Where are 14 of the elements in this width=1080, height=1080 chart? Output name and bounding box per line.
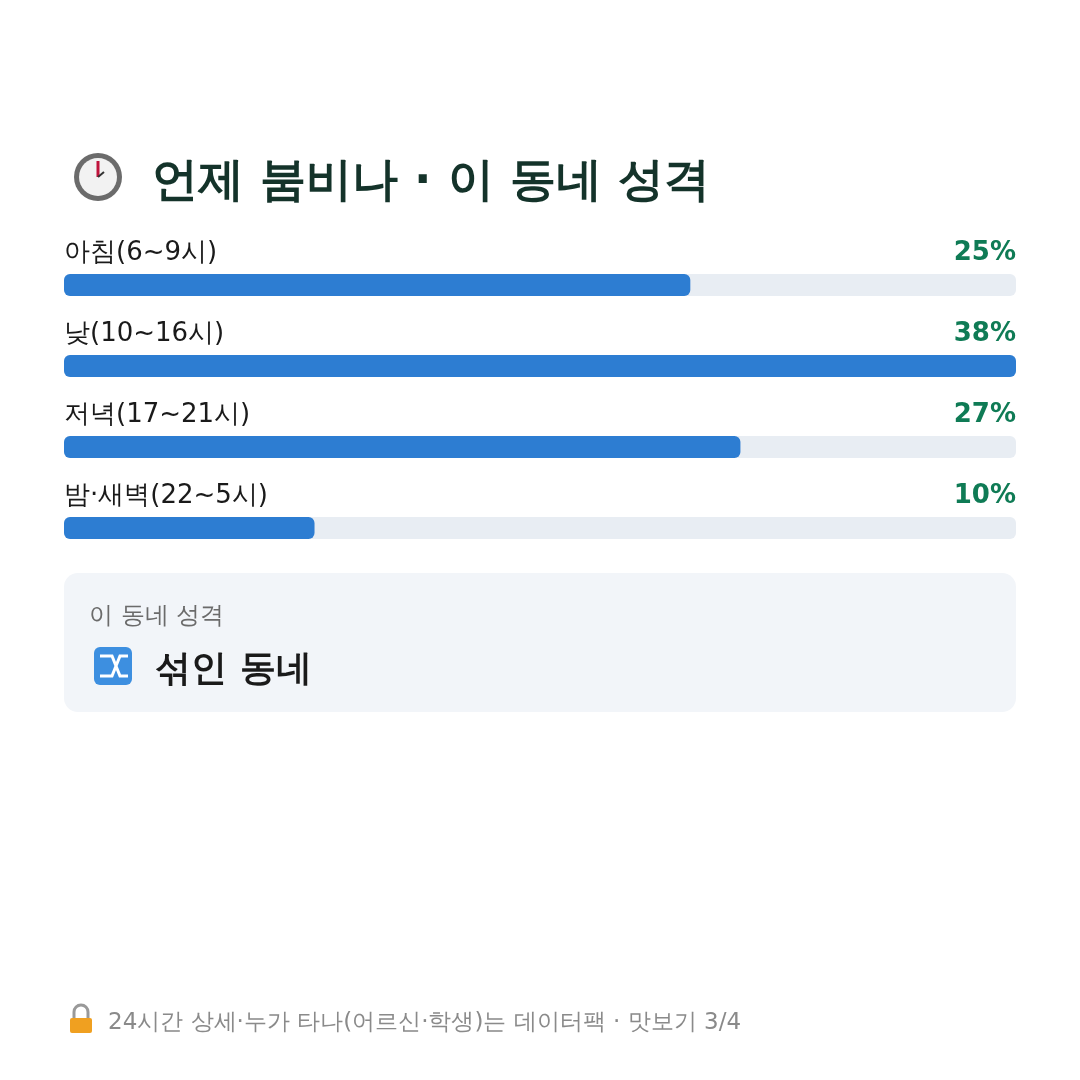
chart-title: 언제 붐비나 · 이 동네 성격 — [152, 152, 710, 206]
text: 이 동네 성격 — [89, 601, 225, 629]
bar: 낮(10~16시) 38% — [64, 317, 1016, 377]
data-label: 38% — [953, 317, 1016, 347]
bar — [64, 517, 315, 539]
y-tick-label: 밤·새벽(22~5시) — [64, 479, 268, 509]
y-tick-label: 저녁(17~21시) — [64, 398, 251, 428]
y-tick-label: 아침(6~9시) — [64, 236, 218, 266]
text: 섞인 동네 — [155, 647, 312, 688]
text: 24시간 상세·누가 타나(어르신·학생)는 데이터팩 · 맛보기 3/4 — [108, 1008, 742, 1034]
data-label: 25% — [953, 236, 1016, 266]
data-label: 10% — [953, 479, 1016, 509]
y-tick-label: 낮(10~16시) — [64, 317, 225, 347]
data-label: 27% — [953, 398, 1016, 428]
